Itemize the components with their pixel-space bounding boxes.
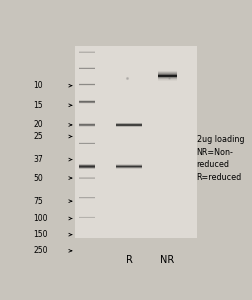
Text: 25: 25 xyxy=(34,132,43,141)
Text: 75: 75 xyxy=(34,197,43,206)
Bar xyxy=(158,69,176,70)
Text: R: R xyxy=(126,255,133,265)
Bar xyxy=(158,73,176,74)
Text: 250: 250 xyxy=(34,246,48,255)
Bar xyxy=(158,70,176,71)
Bar xyxy=(158,80,176,81)
Text: 37: 37 xyxy=(34,155,43,164)
Text: NR: NR xyxy=(160,255,174,265)
Bar xyxy=(158,77,176,78)
Bar xyxy=(158,70,176,72)
Text: 150: 150 xyxy=(34,230,48,239)
Text: 2ug loading
NR=Non-
reduced
R=reduced: 2ug loading NR=Non- reduced R=reduced xyxy=(197,135,244,182)
Bar xyxy=(75,46,197,238)
Bar xyxy=(158,72,176,73)
Bar xyxy=(158,78,176,79)
Bar xyxy=(158,76,176,77)
Text: 10: 10 xyxy=(34,81,43,90)
Bar xyxy=(158,80,176,82)
Bar xyxy=(158,79,176,80)
Bar xyxy=(158,75,176,76)
Text: 100: 100 xyxy=(34,214,48,223)
Bar xyxy=(158,75,176,76)
Bar xyxy=(158,71,176,73)
Text: 15: 15 xyxy=(34,101,43,110)
Bar xyxy=(158,83,176,84)
Bar xyxy=(158,82,176,83)
Bar xyxy=(158,74,176,75)
Text: 20: 20 xyxy=(34,120,43,129)
Text: 50: 50 xyxy=(34,174,43,183)
Bar xyxy=(158,81,176,82)
